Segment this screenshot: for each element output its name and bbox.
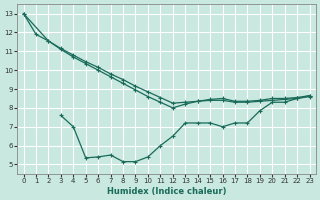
- X-axis label: Humidex (Indice chaleur): Humidex (Indice chaleur): [107, 187, 226, 196]
